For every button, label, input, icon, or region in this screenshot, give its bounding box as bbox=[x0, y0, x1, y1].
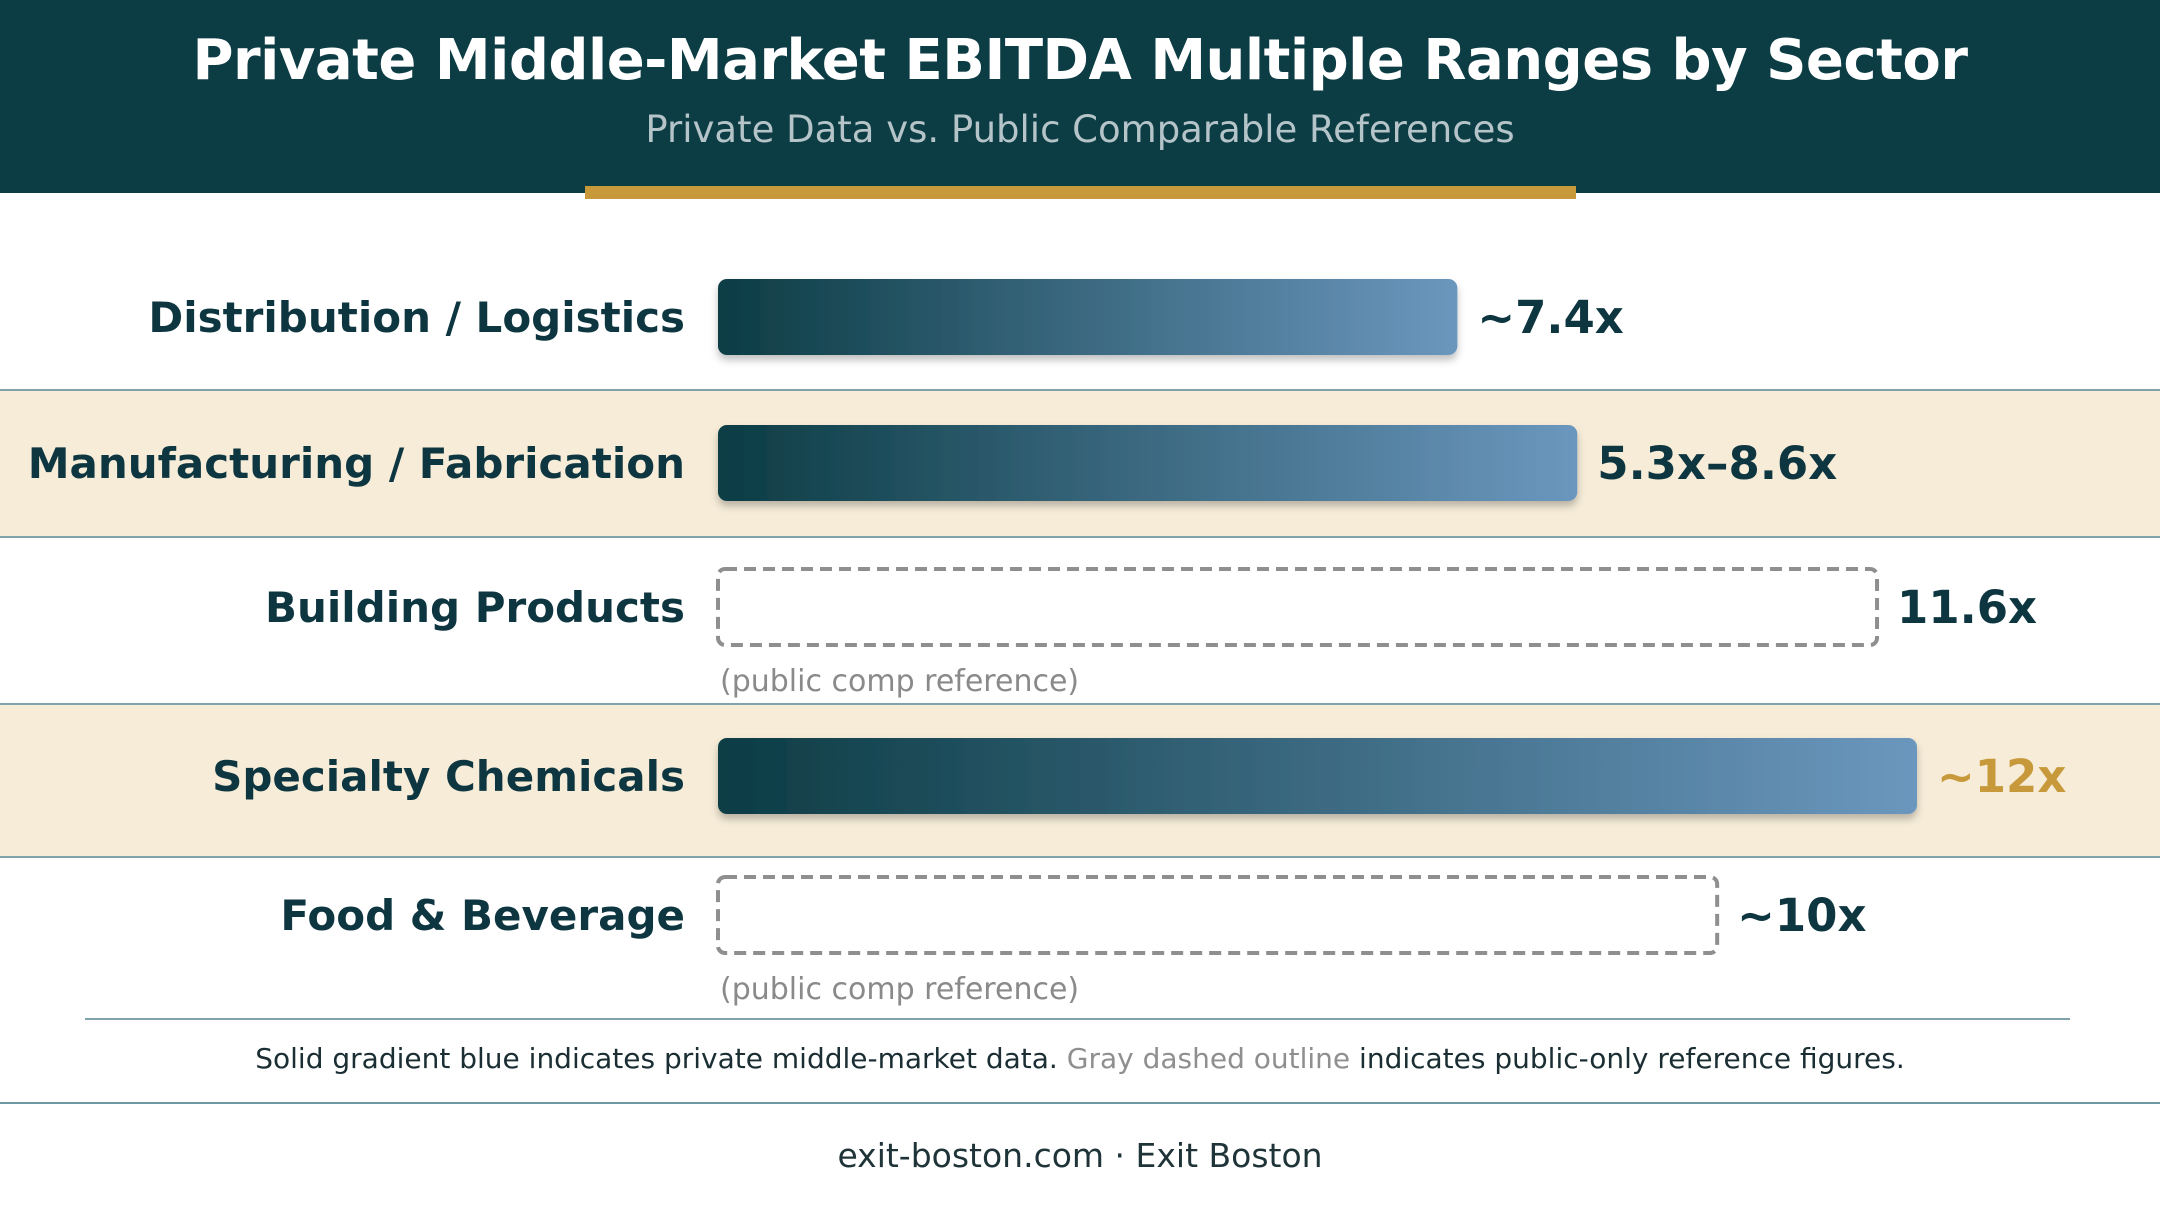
chart-subtitle: Private Data vs. Public Comparable Refer… bbox=[645, 108, 1515, 151]
bar-private bbox=[718, 425, 1578, 501]
category-label: Distribution / Logistics bbox=[148, 293, 685, 342]
value-label: ~10x bbox=[1737, 889, 1866, 942]
legend: Solid gradient blue indicates private mi… bbox=[0, 1042, 2160, 1075]
legend-public-text: Gray dashed outline bbox=[1066, 1042, 1351, 1075]
footer-credit: exit-boston.com · Exit Boston bbox=[837, 1136, 1323, 1175]
bar-public-reference bbox=[716, 875, 1720, 955]
public-reference-note: (public comp reference) bbox=[720, 664, 1079, 699]
category-label: Food & Beverage bbox=[280, 891, 685, 940]
legend-private-text: Solid gradient blue indicates private mi… bbox=[255, 1042, 1058, 1075]
category-label: Specialty Chemicals bbox=[212, 752, 685, 801]
legend-public-suffix: indicates public-only reference figures. bbox=[1359, 1042, 1905, 1075]
value-label: 5.3x–8.6x bbox=[1597, 437, 1837, 490]
public-reference-note: (public comp reference) bbox=[720, 972, 1079, 1007]
accent-rule bbox=[585, 186, 1576, 199]
bar-private bbox=[718, 279, 1458, 355]
chart-title: Private Middle-Market EBITDA Multiple Ra… bbox=[192, 28, 1968, 93]
value-label: ~12x bbox=[1937, 750, 2066, 803]
header-banner: Private Middle-Market EBITDA Multiple Ra… bbox=[0, 0, 2160, 193]
footer-divider bbox=[0, 1102, 2160, 1104]
value-label: 11.6x bbox=[1897, 581, 2037, 634]
bar-private bbox=[718, 738, 1917, 814]
category-label: Manufacturing / Fabrication bbox=[28, 439, 685, 488]
bar-public-reference bbox=[716, 567, 1880, 647]
category-label: Building Products bbox=[265, 583, 685, 632]
value-label: ~7.4x bbox=[1477, 291, 1623, 344]
